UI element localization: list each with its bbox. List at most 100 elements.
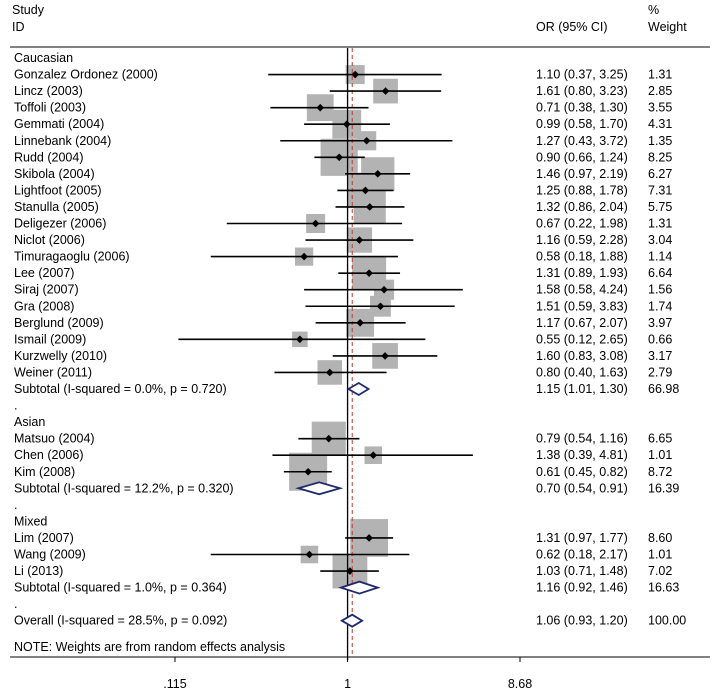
study-label: Stanulla (2005) bbox=[14, 200, 99, 214]
study-weight: 1.35 bbox=[648, 134, 672, 148]
spacer-dot: . bbox=[14, 399, 17, 413]
study-point bbox=[381, 352, 389, 360]
group-label: Mixed bbox=[14, 514, 47, 528]
study-or-ci: 1.32 (0.86, 2.04) bbox=[536, 200, 628, 214]
study-or-ci: 1.10 (0.37, 3.25) bbox=[536, 68, 628, 82]
study-weight: 1.31 bbox=[648, 68, 672, 82]
study-point bbox=[356, 319, 364, 327]
study-point bbox=[362, 136, 371, 145]
study-label: Lim (2007) bbox=[14, 531, 74, 545]
study-or-ci: 0.62 (0.18, 2.17) bbox=[536, 548, 628, 562]
subtotal-diamond bbox=[338, 580, 381, 595]
study-or-ci: 0.80 (0.40, 1.63) bbox=[536, 365, 628, 379]
study-label: Gonzalez Ordonez (2000) bbox=[14, 68, 158, 82]
header-weight-pct: % bbox=[648, 3, 659, 17]
study-point bbox=[351, 70, 359, 79]
study-label: Skibola (2004) bbox=[14, 167, 95, 181]
study-or-ci: 1.16 (0.59, 2.28) bbox=[536, 233, 628, 247]
overall-diamond bbox=[339, 613, 364, 628]
study-label: Gemmati (2004) bbox=[14, 117, 104, 131]
subtotal-weight: 66.98 bbox=[648, 382, 679, 396]
study-weight: 1.31 bbox=[648, 217, 672, 231]
study-label: Linnebank (2004) bbox=[14, 134, 111, 148]
study-point bbox=[355, 236, 364, 244]
study-weight: 8.25 bbox=[648, 150, 672, 164]
subtotal-or-ci: 0.70 (0.54, 0.91) bbox=[536, 481, 628, 495]
study-weight: 2.85 bbox=[648, 84, 672, 98]
study-weight: 6.64 bbox=[648, 266, 672, 280]
study-point bbox=[296, 335, 304, 344]
study-or-ci: 0.67 (0.22, 1.98) bbox=[536, 217, 628, 231]
study-weight: 1.14 bbox=[648, 250, 672, 264]
subtotal-weight: 16.39 bbox=[648, 481, 679, 495]
subtotal-diamond bbox=[346, 381, 371, 397]
study-label: Rudd (2004) bbox=[14, 150, 84, 164]
study-point bbox=[365, 269, 373, 277]
study-or-ci: 1.60 (0.83, 3.08) bbox=[536, 349, 628, 363]
study-label: Gra (2008) bbox=[14, 299, 74, 313]
overall-weight: 100.00 bbox=[648, 614, 686, 628]
study-weight: 2.79 bbox=[648, 365, 672, 379]
study-label: Ismail (2009) bbox=[14, 332, 86, 346]
group-label: Asian bbox=[14, 415, 45, 429]
group-label: Caucasian bbox=[14, 51, 73, 65]
x-axis: .115 1 8.68 bbox=[163, 657, 532, 691]
subtotal-diamond bbox=[295, 481, 344, 496]
study-weight: 8.72 bbox=[648, 465, 672, 479]
study-or-ci: 1.51 (0.59, 3.83) bbox=[536, 299, 628, 313]
study-or-ci: 1.31 (0.97, 1.77) bbox=[536, 531, 628, 545]
study-weight: 3.55 bbox=[648, 101, 672, 115]
study-point bbox=[335, 153, 343, 162]
header-study: Study bbox=[12, 3, 45, 17]
study-or-ci: 0.58 (0.18, 1.88) bbox=[536, 250, 628, 264]
study-label: Kim (2008) bbox=[14, 465, 75, 479]
study-point bbox=[369, 451, 378, 459]
study-weight: 7.31 bbox=[648, 183, 672, 197]
study-weight: 1.01 bbox=[648, 548, 672, 562]
subtotal-label: Subtotal (I-squared = 1.0%, p = 0.364) bbox=[14, 581, 227, 595]
study-weight: 8.60 bbox=[648, 531, 672, 545]
study-or-ci: 1.25 (0.88, 1.78) bbox=[536, 183, 628, 197]
header-or: OR (95% CI) bbox=[536, 20, 608, 34]
overall-label: Overall (I-squared = 28.5%, p = 0.092) bbox=[14, 614, 227, 628]
study-label: Wang (2009) bbox=[14, 548, 86, 562]
study-or-ci: 0.79 (0.54, 1.16) bbox=[536, 432, 628, 446]
subtotal-or-ci: 1.15 (1.01, 1.30) bbox=[536, 382, 628, 396]
subtotal-label: Subtotal (I-squared = 0.0%, p = 0.720) bbox=[14, 382, 227, 396]
study-label: Weiner (2011) bbox=[14, 365, 92, 379]
study-point bbox=[324, 434, 333, 443]
study-weight: 3.17 bbox=[648, 349, 672, 363]
study-or-ci: 0.61 (0.45, 0.82) bbox=[536, 465, 628, 479]
study-or-ci: 1.58 (0.58, 4.24) bbox=[536, 283, 628, 297]
study-weight: 0.66 bbox=[648, 332, 672, 346]
spacer-dot: . bbox=[14, 597, 17, 611]
study-point bbox=[365, 203, 374, 211]
study-label: Niclot (2006) bbox=[14, 233, 85, 247]
study-or-ci: 1.46 (0.97, 2.19) bbox=[536, 167, 628, 181]
study-weight: 3.97 bbox=[648, 316, 672, 330]
study-or-ci: 1.31 (0.89, 1.93) bbox=[536, 266, 628, 280]
header-weight: Weight bbox=[648, 20, 687, 34]
study-point bbox=[346, 567, 354, 575]
study-label: Li (2013) bbox=[14, 564, 63, 578]
study-point bbox=[376, 302, 385, 311]
study-or-ci: 0.99 (0.58, 1.70) bbox=[536, 117, 628, 131]
study-label: Kurzwelly (2010) bbox=[14, 349, 107, 363]
study-point bbox=[365, 534, 373, 542]
study-weight: 3.04 bbox=[648, 233, 672, 247]
x-tick-label: .115 bbox=[163, 677, 186, 691]
study-label: Deligezer (2006) bbox=[14, 217, 106, 231]
spacer-dot: . bbox=[14, 498, 17, 512]
study-point bbox=[361, 186, 370, 195]
study-label: Lee (2007) bbox=[14, 266, 74, 280]
study-point bbox=[316, 103, 325, 112]
study-or-ci: 1.17 (0.67, 2.07) bbox=[536, 316, 628, 330]
study-weight: 1.56 bbox=[648, 283, 672, 297]
study-label: Toffoli (2003) bbox=[14, 101, 86, 115]
study-point bbox=[311, 219, 320, 228]
study-or-ci: 1.03 (0.71, 1.48) bbox=[536, 564, 628, 578]
study-label: Lincz (2003) bbox=[14, 84, 83, 98]
overall-or-ci: 1.06 (0.93, 1.20) bbox=[536, 614, 628, 628]
study-label: Chen (2006) bbox=[14, 448, 84, 462]
study-or-ci: 0.55 (0.12, 2.65) bbox=[536, 332, 628, 346]
